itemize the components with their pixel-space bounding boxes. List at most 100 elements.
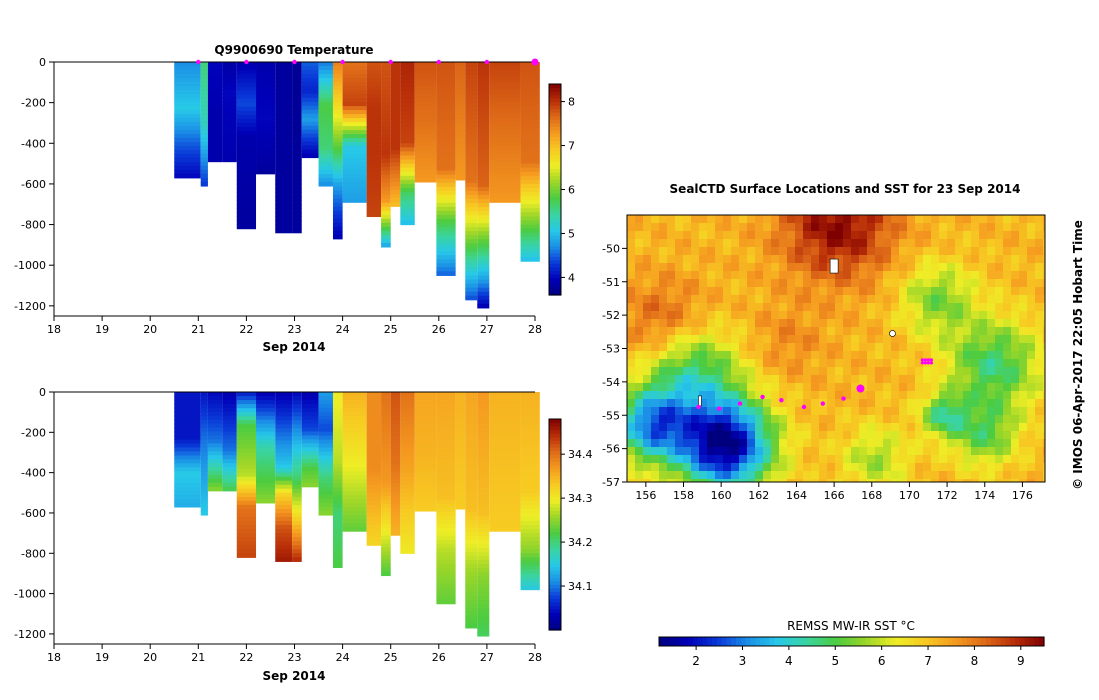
profile-cell — [489, 527, 521, 532]
profile-column — [390, 392, 401, 536]
sst-cell — [771, 391, 780, 400]
sst-cell — [963, 303, 972, 312]
sst-cell — [715, 295, 724, 304]
profile-cell — [301, 427, 319, 433]
profile-cell — [275, 424, 293, 429]
profile-cell — [390, 94, 401, 99]
profile-cell — [275, 167, 293, 173]
sst-cell — [651, 303, 660, 312]
profile-cell — [465, 455, 478, 461]
sst-cell — [747, 263, 756, 272]
profile-cell — [436, 427, 456, 433]
profile-cell — [275, 183, 293, 189]
sst-cell — [763, 295, 772, 304]
sst-cell — [675, 335, 684, 344]
profile-cell — [222, 81, 237, 87]
sst-cell — [851, 327, 860, 336]
sst-cell — [715, 231, 724, 240]
colorbar-cell — [549, 454, 561, 459]
sst-cell — [819, 423, 828, 432]
profile-cell — [366, 436, 382, 441]
sst-cell — [987, 399, 996, 408]
profile-cell — [236, 541, 257, 546]
profile-cell — [400, 66, 415, 71]
profile-cell — [477, 607, 490, 613]
profile-cell — [174, 495, 201, 500]
sst-colorbar-cell — [740, 637, 747, 646]
sst-cell — [771, 407, 780, 416]
sst-cell — [755, 319, 764, 328]
sst-cell — [675, 439, 684, 448]
profile-cell — [400, 484, 415, 490]
sst-cell — [971, 351, 980, 360]
track-point — [737, 401, 743, 406]
sst-cell — [667, 423, 676, 432]
sst-cell — [747, 311, 756, 320]
profile-cell — [256, 137, 276, 143]
sst-cell — [723, 215, 732, 224]
sst-cell — [667, 271, 676, 280]
sst-cell — [763, 375, 772, 384]
profile-cell — [222, 141, 237, 147]
map-y-tick-label: -57 — [602, 476, 620, 489]
profile-cell — [436, 82, 456, 87]
profile-cell — [477, 471, 490, 477]
sst-cell — [955, 215, 964, 224]
profile-cell — [400, 204, 415, 209]
profile-cell — [332, 62, 343, 67]
profile-cell — [332, 459, 343, 465]
sst-cell — [915, 351, 924, 360]
sst-cell — [875, 471, 884, 480]
profile-cell — [200, 62, 208, 67]
sst-cell — [851, 247, 860, 256]
profile-cell — [332, 222, 343, 228]
profile-cell — [520, 444, 540, 450]
profile-cell — [200, 491, 208, 496]
profile-cell — [366, 102, 382, 108]
sst-cell — [683, 359, 692, 368]
colorbar-cell — [549, 98, 561, 103]
sst-cell — [979, 295, 988, 304]
sst-cell — [731, 215, 740, 224]
sst-cell — [891, 399, 900, 408]
profile-cell — [222, 399, 237, 405]
sst-cell — [947, 479, 956, 483]
sst-cell — [803, 455, 812, 464]
profile-cell — [256, 395, 276, 401]
sst-cell — [635, 255, 644, 264]
sst-cell — [867, 287, 876, 296]
profile-cell — [390, 415, 401, 421]
profile-cell — [465, 174, 478, 180]
profile-cell — [400, 167, 415, 173]
sst-cell — [819, 343, 828, 352]
profile-cell — [301, 443, 319, 448]
sst-cell — [811, 463, 820, 472]
sst-cell — [707, 287, 716, 296]
profile-cell — [436, 194, 456, 200]
y-tick-label: 0 — [39, 386, 46, 399]
profile-cell — [436, 439, 456, 445]
sst-cell — [995, 271, 1004, 280]
sst-cell — [1035, 447, 1044, 456]
sst-cell — [915, 335, 924, 344]
profile-cell — [207, 478, 223, 484]
sst-cell — [771, 247, 780, 256]
sst-cell — [907, 279, 916, 288]
profile-cell — [174, 137, 201, 143]
profile-cell — [414, 467, 437, 472]
sst-cell — [939, 463, 948, 472]
sst-cell — [875, 247, 884, 256]
profile-cell — [390, 202, 401, 207]
profile-cell — [477, 535, 490, 541]
sst-cell — [731, 375, 740, 384]
profile-cell — [436, 407, 456, 413]
profile-cell — [400, 424, 415, 429]
sst-cell — [819, 279, 828, 288]
profile-cell — [342, 74, 367, 79]
profile-cell — [366, 74, 382, 79]
profile-cell — [381, 571, 391, 577]
profile-cell — [465, 134, 478, 140]
sst-cell — [683, 287, 692, 296]
sst-cell — [891, 303, 900, 312]
sst-cell — [955, 407, 964, 416]
